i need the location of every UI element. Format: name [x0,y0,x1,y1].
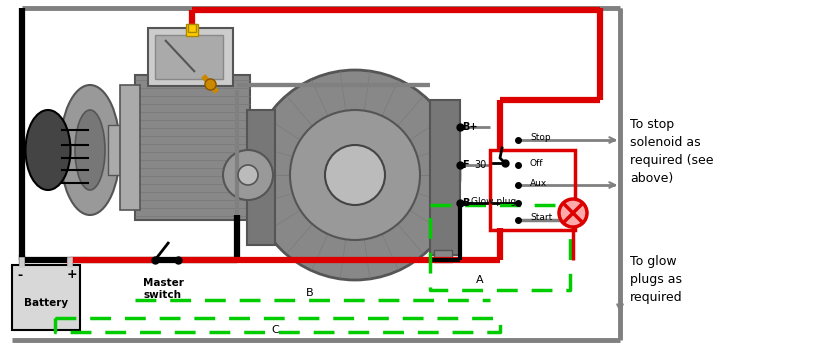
Text: Stop: Stop [530,134,550,142]
Text: switch: switch [144,290,182,300]
Text: B: B [306,288,314,298]
Text: Start: Start [530,214,552,222]
FancyBboxPatch shape [434,250,452,262]
Ellipse shape [60,85,120,215]
FancyBboxPatch shape [108,125,126,175]
Text: To glow
plugs as
required: To glow plugs as required [630,255,683,304]
FancyBboxPatch shape [120,85,140,210]
Ellipse shape [25,110,70,190]
Text: Off: Off [530,158,544,167]
Text: Glow plug: Glow plug [471,197,516,206]
Text: A: A [477,275,484,285]
Text: F: F [462,160,469,170]
FancyBboxPatch shape [135,75,250,220]
Text: B+: B+ [462,122,477,132]
Circle shape [325,145,385,205]
Text: Master: Master [143,278,184,288]
Text: Battery: Battery [24,298,68,308]
Text: Aux: Aux [530,179,547,188]
Circle shape [559,199,587,227]
Circle shape [290,110,420,240]
FancyBboxPatch shape [148,28,233,86]
Text: -: - [18,269,23,282]
Bar [490,150,575,230]
Text: C: C [271,325,279,335]
Text: +: + [66,269,77,282]
FancyBboxPatch shape [155,35,223,79]
Text: B-: B- [462,198,473,208]
FancyBboxPatch shape [12,265,80,330]
FancyBboxPatch shape [430,100,460,255]
Circle shape [223,150,273,200]
Circle shape [238,165,258,185]
Text: 30: 30 [475,160,487,170]
Ellipse shape [75,110,105,190]
Text: To stop
solenoid as
required (see
above): To stop solenoid as required (see above) [630,118,713,185]
FancyBboxPatch shape [247,110,275,245]
Circle shape [250,70,460,280]
